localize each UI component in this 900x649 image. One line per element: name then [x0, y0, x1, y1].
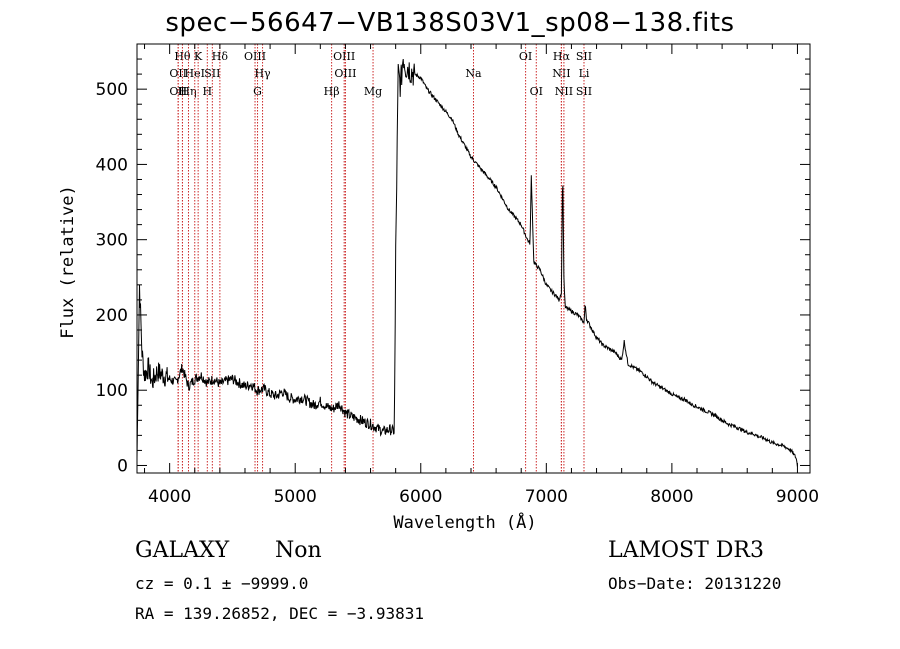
line-label: SII: [576, 85, 592, 98]
line-label: HeI: [185, 67, 205, 80]
redshift-line: cz = 0.1 ± −9999.0: [135, 574, 309, 593]
line-label: Hβ: [324, 85, 340, 98]
x-tick-label: 8000: [650, 487, 693, 507]
ra-dec-line: RA = 139.26852, DEC = −3.93831: [135, 604, 424, 623]
line-label: H: [178, 85, 188, 98]
line-label: H: [203, 85, 213, 98]
line-label: Hη: [180, 85, 196, 98]
line-label: Li: [579, 67, 590, 80]
line-label: OIII: [334, 67, 356, 80]
y-tick-labels: 0 100 200 300 400 500: [96, 80, 128, 476]
spectrum-series: [136, 58, 798, 467]
y-tick-label: 200: [96, 306, 128, 326]
x-axis-label: Wavelength (Å): [393, 511, 536, 533]
x-tick-label: 6000: [399, 487, 442, 507]
line-label: G: [253, 85, 262, 98]
plot-frame: [136, 43, 811, 474]
line-label: NII: [555, 85, 573, 98]
line-label: OI: [519, 50, 532, 63]
axis-ticks: [137, 44, 810, 473]
line-label: OI: [530, 85, 543, 98]
y-tick-label: 300: [96, 231, 128, 251]
x-tick-label: 4000: [148, 487, 191, 507]
observation-date: Obs−Date: 20131220: [608, 574, 782, 593]
y-tick-label: 100: [96, 381, 128, 401]
line-label: OII: [169, 85, 187, 98]
object-subclass: Non: [275, 538, 322, 563]
y-tick-label: 400: [96, 155, 128, 175]
line-label: OIII: [333, 50, 355, 63]
line-label: NII: [552, 67, 570, 80]
line-label: K: [194, 50, 203, 63]
x-tick-label: 7000: [525, 487, 568, 507]
line-label: Na: [465, 67, 482, 80]
line-label: Hγ: [254, 67, 271, 80]
x-tick-labels: 4000 5000 6000 7000 8000 9000: [148, 487, 819, 507]
x-tick-label: 5000: [274, 487, 317, 507]
line-label: SII: [204, 67, 220, 80]
y-tick-label: 500: [96, 80, 128, 100]
object-class: GALAXY: [135, 538, 230, 563]
line-label: OII: [169, 67, 187, 80]
line-label: OIII: [244, 50, 266, 63]
line-label: Hδ: [212, 50, 229, 63]
y-axis-label: Flux (relative): [58, 185, 78, 339]
y-tick-label: 0: [117, 456, 128, 476]
chart-title: spec−56647−VB138S03V1_sp08−138.fits: [165, 8, 735, 38]
survey-name: LAMOST DR3: [608, 538, 764, 563]
line-label: Mg: [364, 85, 382, 98]
x-tick-label: 9000: [776, 487, 819, 507]
